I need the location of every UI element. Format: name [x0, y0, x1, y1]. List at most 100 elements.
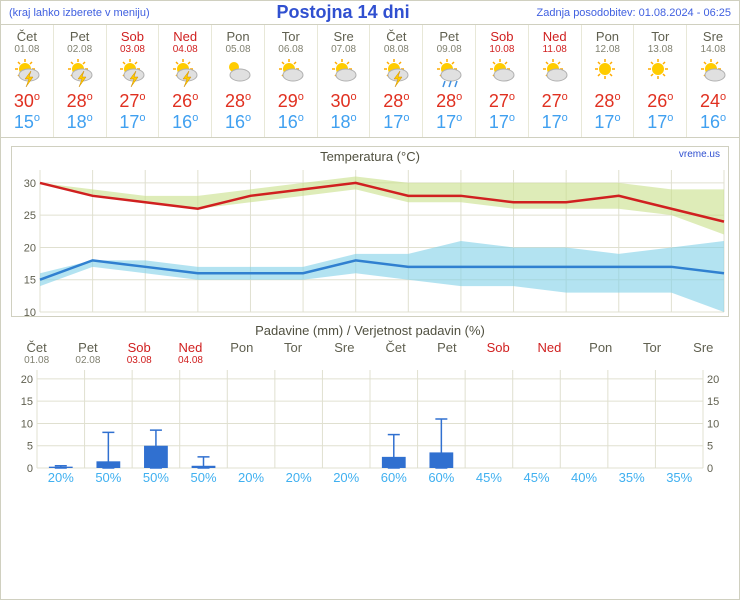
- day-date: 06.08: [265, 44, 317, 55]
- day-date: 08.08: [370, 44, 422, 55]
- svg-text:45%: 45%: [476, 470, 502, 485]
- temp-high: 30o: [1, 91, 53, 112]
- day-name: Čet: [370, 29, 422, 44]
- weather-icon: [529, 55, 581, 91]
- temp-high: 26o: [634, 91, 686, 112]
- header: (kraj lahko izberete v meniju) Postojna …: [1, 1, 739, 25]
- svg-text:15: 15: [707, 396, 719, 408]
- temp-high: 28o: [582, 91, 634, 112]
- weather-container: (kraj lahko izberete v meniju) Postojna …: [0, 0, 740, 600]
- day-date: 07.08: [318, 44, 370, 55]
- day-column[interactable]: Pon12.0828o17o: [582, 25, 635, 137]
- day-column[interactable]: Pet09.0828o17o: [423, 25, 476, 137]
- temp-low: 15o: [1, 112, 53, 133]
- svg-text:10: 10: [707, 418, 719, 430]
- precip-day-label: Ned04.08: [165, 340, 216, 366]
- svg-text:40%: 40%: [571, 470, 597, 485]
- precip-day-label: Pet: [421, 340, 472, 366]
- temperature-chart: Temperatura (°C) 1015202530 vreme.us: [11, 146, 729, 317]
- temp-high: 27o: [107, 91, 159, 112]
- svg-text:0: 0: [27, 463, 33, 475]
- weather-icon: [54, 55, 106, 91]
- weather-icon: [107, 55, 159, 91]
- svg-text:20%: 20%: [333, 470, 359, 485]
- svg-text:35%: 35%: [666, 470, 692, 485]
- temp-low: 17o: [370, 112, 422, 133]
- day-column[interactable]: Pet02.0828o18o: [54, 25, 107, 137]
- temp-low: 17o: [476, 112, 528, 133]
- precip-day-label: Pet02.08: [62, 340, 113, 366]
- svg-text:45%: 45%: [523, 470, 549, 485]
- day-name: Pet: [54, 29, 106, 44]
- svg-text:50%: 50%: [95, 470, 121, 485]
- temp-high: 27o: [529, 91, 581, 112]
- svg-text:10: 10: [24, 307, 36, 316]
- weather-icon: [318, 55, 370, 91]
- temp-high: 28o: [370, 91, 422, 112]
- temp-low: 16o: [687, 112, 739, 133]
- day-date: 02.08: [54, 44, 106, 55]
- svg-text:20: 20: [707, 374, 719, 386]
- svg-text:20: 20: [24, 242, 36, 254]
- temp-low: 16o: [265, 112, 317, 133]
- day-date: 04.08: [159, 44, 211, 55]
- day-column[interactable]: Tor13.0826o17o: [634, 25, 687, 137]
- temp-low: 16o: [212, 112, 264, 133]
- day-column[interactable]: Sre14.08 24o16o: [687, 25, 739, 137]
- day-date: 11.08: [529, 44, 581, 55]
- svg-text:60%: 60%: [381, 470, 407, 485]
- weather-icon: [1, 55, 53, 91]
- precip-day-label: Sob03.08: [114, 340, 165, 366]
- precip-day-label: Sre: [319, 340, 370, 366]
- day-column[interactable]: Ned04.0826o16o: [159, 25, 212, 137]
- temp-high: 26o: [159, 91, 211, 112]
- day-name: Tor: [634, 29, 686, 44]
- weather-icon: [634, 55, 686, 91]
- temp-low: 18o: [318, 112, 370, 133]
- svg-text:25: 25: [24, 210, 36, 222]
- day-name: Sob: [107, 29, 159, 44]
- svg-text:20: 20: [21, 374, 33, 386]
- page-title: Postojna 14 dni: [277, 2, 410, 23]
- day-column[interactable]: Ned11.08 27o17o: [529, 25, 582, 137]
- temp-low: 17o: [634, 112, 686, 133]
- svg-text:0: 0: [707, 463, 713, 475]
- svg-text:5: 5: [27, 441, 33, 453]
- day-column[interactable]: Čet08.08 28o17o: [370, 25, 423, 137]
- day-name: Sre: [318, 29, 370, 44]
- day-column[interactable]: Sob03.0827o17o: [107, 25, 160, 137]
- svg-text:35%: 35%: [619, 470, 645, 485]
- precip-day-label: Pon: [216, 340, 267, 366]
- day-name: Čet: [1, 29, 53, 44]
- weather-icon: [423, 55, 475, 91]
- day-column[interactable]: Pon05.0828o16o: [212, 25, 265, 137]
- temp-high: 24o: [687, 91, 739, 112]
- precip-day-label: Sre: [678, 340, 729, 366]
- svg-text:50%: 50%: [190, 470, 216, 485]
- day-column[interactable]: Čet01.0830o15o: [1, 25, 54, 137]
- precip-day-label: Ned: [524, 340, 575, 366]
- weather-icon: [212, 55, 264, 91]
- day-date: 03.08: [107, 44, 159, 55]
- day-column[interactable]: Sre07.0830o18o: [318, 25, 371, 137]
- temp-chart-title: Temperatura (°C): [12, 147, 728, 166]
- svg-text:20%: 20%: [238, 470, 264, 485]
- precip-day-label: Pon: [575, 340, 626, 366]
- day-date: 12.08: [582, 44, 634, 55]
- menu-hint[interactable]: (kraj lahko izberete v meniju): [9, 7, 150, 19]
- day-date: 05.08: [212, 44, 264, 55]
- day-date: 14.08: [687, 44, 739, 55]
- precip-day-label: Sob: [473, 340, 524, 366]
- temp-low: 17o: [529, 112, 581, 133]
- day-column[interactable]: Sob10.0827o17o: [476, 25, 529, 137]
- day-name: Pet: [423, 29, 475, 44]
- temp-low: 18o: [54, 112, 106, 133]
- weather-icon: [687, 55, 739, 91]
- brand-label: vreme.us: [679, 149, 720, 160]
- svg-text:5: 5: [707, 441, 713, 453]
- day-column[interactable]: Tor06.0829o16o: [265, 25, 318, 137]
- svg-text:20%: 20%: [286, 470, 312, 485]
- day-name: Ned: [159, 29, 211, 44]
- day-name: Sre: [687, 29, 739, 44]
- day-name: Ned: [529, 29, 581, 44]
